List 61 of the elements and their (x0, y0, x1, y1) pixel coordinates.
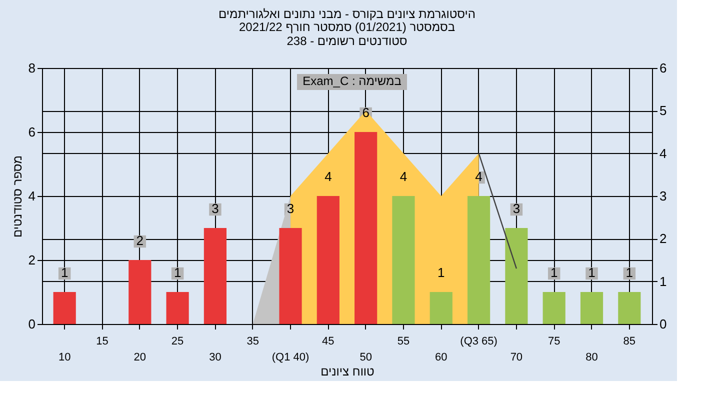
data-label: 1 (588, 265, 596, 280)
bar (204, 228, 227, 324)
y-tick-label: 0 (28, 316, 36, 332)
data-label: 1 (174, 265, 182, 280)
bar (430, 292, 452, 324)
x-tick-label: 45 (322, 336, 334, 348)
data-label: 1 (438, 265, 445, 280)
bar (53, 292, 76, 324)
y-tick-label: 8 (28, 60, 36, 76)
data-label: 1 (60, 265, 68, 280)
data-label: 3 (512, 201, 520, 216)
bar (128, 260, 152, 324)
x-tick-label: 80 (586, 352, 598, 364)
x-tick-label: (Q3 65) (460, 336, 498, 348)
x-tick-label: 70 (510, 352, 523, 364)
x-tick-label: 10 (58, 352, 71, 364)
y-tick-label: 2 (28, 252, 36, 268)
y2-tick-label: 6 (660, 60, 667, 76)
data-label: 4 (400, 169, 408, 184)
data-label: 2 (136, 233, 144, 248)
x-tick-label: 35 (246, 336, 259, 348)
x-tick-label: 25 (171, 336, 184, 348)
y-axis-title: מספר סטודנטים (10, 155, 24, 238)
data-label: 4 (475, 169, 482, 184)
y-tick-label: 6 (28, 124, 36, 140)
data-label: 3 (286, 201, 294, 216)
x-tick-label: 55 (397, 336, 410, 348)
bar (354, 132, 378, 324)
y2-tick-label: 4 (660, 146, 667, 161)
bar (618, 292, 641, 324)
y2-tick-label: 5 (660, 103, 667, 118)
x-tick-label: (Q1 40) (272, 352, 310, 364)
y2-tick-label: 1 (660, 274, 667, 289)
y2-tick-label: 3 (660, 188, 667, 204)
annotation: Exam_C : במשימה (302, 74, 402, 88)
data-label: 4 (324, 169, 332, 184)
x-tick-label: 30 (209, 352, 222, 364)
x-axis-title: טווח ציונים (320, 364, 375, 378)
data-label: 1 (626, 265, 634, 280)
y2-tick-label: 0 (660, 316, 667, 332)
data-label: 1 (550, 265, 558, 280)
data-label: 3 (212, 201, 219, 216)
y-tick-label: 4 (28, 188, 36, 204)
x-tick-label: 85 (623, 336, 636, 348)
data-label: 6 (362, 105, 370, 120)
bar (316, 196, 340, 324)
x-tick-label: 50 (360, 352, 372, 364)
chart-subtitle: בסמסטר (01/2021) סמסטר חורף 2021/22 סטודנטים רשומים - 238 (238, 20, 456, 48)
bar (392, 196, 415, 324)
bar (467, 196, 490, 324)
chart-title: היסטוגרמת ציונים בקורס - מבני נתונים ואלגוריתמים (218, 7, 476, 21)
x-tick-label: 20 (134, 352, 146, 364)
bar (580, 292, 604, 324)
bar (279, 228, 302, 324)
y2-tick-label: 2 (660, 231, 667, 246)
x-tick-label: 15 (96, 336, 108, 348)
x-tick-label: 60 (435, 352, 448, 364)
bar (542, 292, 566, 324)
bar (166, 292, 189, 324)
bar (505, 228, 528, 324)
x-tick-label: 75 (548, 336, 560, 348)
